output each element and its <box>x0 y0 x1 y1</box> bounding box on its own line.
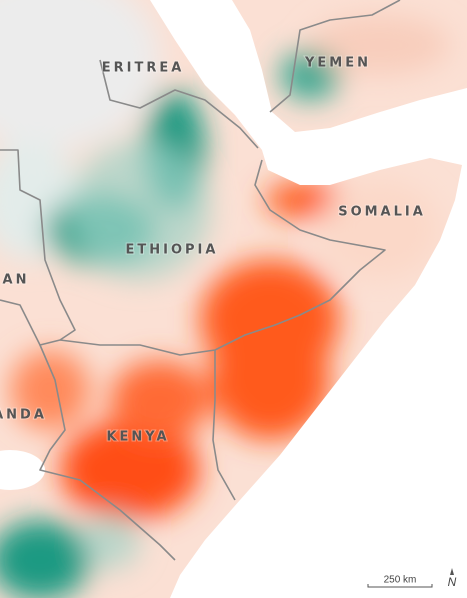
lake <box>0 450 45 490</box>
scale-bar <box>367 584 433 588</box>
country-label: KENYA <box>106 430 169 445</box>
labels: ERITREA YEMEN ETHIOPIA SOMALIA AN ANDA KENYA <box>0 55 426 446</box>
country-label: ETHIOPIA <box>126 243 219 258</box>
country-label: AN <box>3 273 30 288</box>
north-label: N <box>448 575 457 589</box>
country-label: SOMALIA <box>338 205 426 220</box>
country-label: ERITREA <box>102 61 185 76</box>
scale-label: 250 km <box>384 575 417 586</box>
country-label: ANDA <box>0 408 47 423</box>
borders <box>0 0 401 561</box>
scale: 250 km N <box>367 568 457 589</box>
north-arrow <box>450 568 454 575</box>
country-label: YEMEN <box>304 56 371 71</box>
